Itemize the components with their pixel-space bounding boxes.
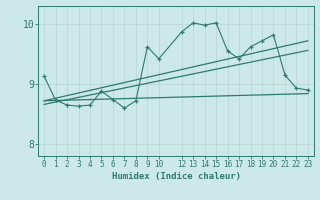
- X-axis label: Humidex (Indice chaleur): Humidex (Indice chaleur): [111, 172, 241, 181]
